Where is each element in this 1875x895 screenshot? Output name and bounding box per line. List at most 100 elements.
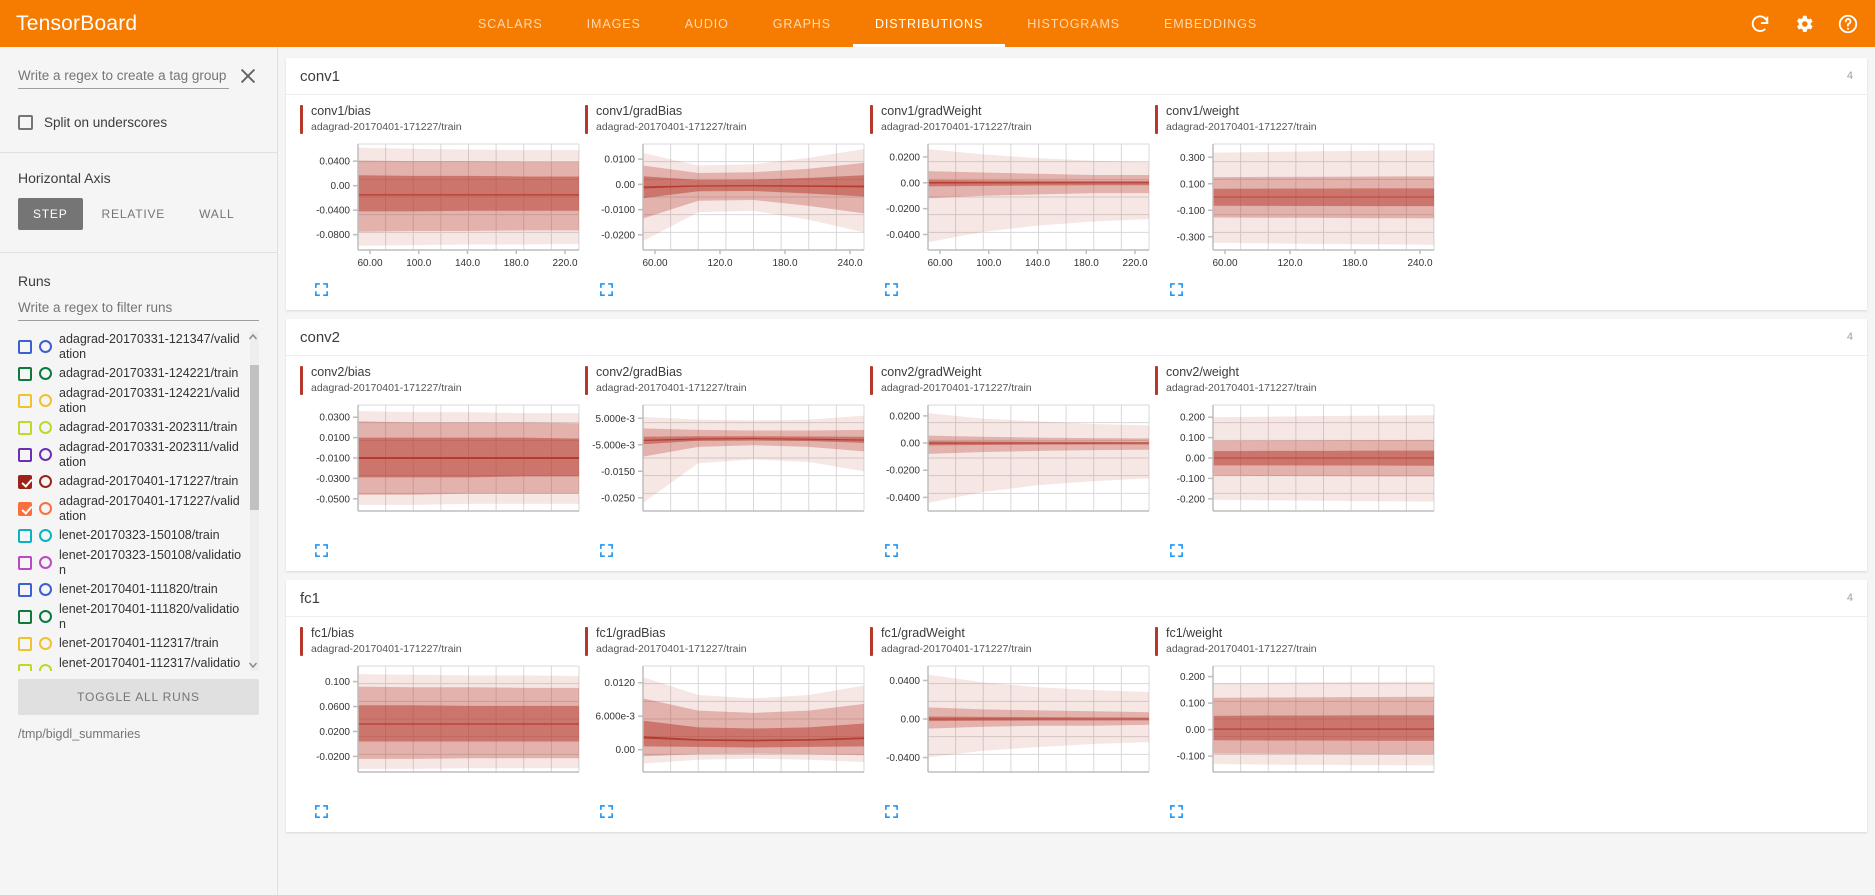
run-row[interactable]: lenet-20170401-111820/validation <box>18 601 245 632</box>
run-filter-regex-input[interactable] <box>18 298 259 321</box>
category-header[interactable]: fc1 4 <box>286 580 1867 617</box>
expand-icon[interactable] <box>884 543 899 558</box>
run-checkbox[interactable] <box>18 528 32 543</box>
run-color-bar <box>1155 627 1158 656</box>
chart-run-name: adagrad-20170401-171227/train <box>881 121 1032 133</box>
distribution-plot[interactable]: 0.0200 0.00 -0.0200 -0.0400 <box>870 399 1155 537</box>
chart-canvas[interactable]: 0.0400 0.00 -0.0400 <box>870 660 1155 798</box>
run-checkbox[interactable] <box>18 663 32 671</box>
run-checkbox[interactable] <box>18 447 32 462</box>
help-icon[interactable] <box>1837 13 1859 35</box>
run-row[interactable]: adagrad-20170331-202311/train <box>18 416 245 439</box>
run-checkbox[interactable] <box>18 582 32 597</box>
nav-tab-distributions[interactable]: DISTRIBUTIONS <box>852 0 1006 47</box>
chart-canvas[interactable]: 0.0300 0.0100 -0.0100 -0.0300 -0.0500 <box>300 399 585 537</box>
chart-card-footer <box>1155 282 1440 310</box>
run-checkbox[interactable] <box>18 420 32 435</box>
band-min-max <box>928 413 1149 503</box>
expand-icon[interactable] <box>314 282 329 297</box>
run-checkbox[interactable] <box>18 555 32 570</box>
distribution-plot[interactable]: 5.000e-3 -5.000e-3 -0.0150 -0.0250 <box>585 399 870 537</box>
nav-tab-histograms[interactable]: HISTOGRAMS <box>1027 16 1121 31</box>
expand-icon[interactable] <box>314 804 329 819</box>
run-checkbox[interactable] <box>18 393 32 408</box>
chart-canvas[interactable]: 0.0400 0.00 -0.0400 -0.0800 60.00 100.0 140.0 1… <box>300 138 585 276</box>
expand-icon[interactable] <box>314 543 329 558</box>
run-row[interactable]: adagrad-20170331-202311/validation <box>18 439 245 470</box>
nav-tab-scalars[interactable]: SCALARS <box>478 16 543 31</box>
chart-canvas[interactable]: 0.200 0.100 0.00 -0.100 -0.200 <box>1155 399 1440 537</box>
chart-card-header: conv1/gradWeight adagrad-20170401-171227/… <box>870 105 1155 134</box>
chart-card: conv1/weight adagrad-20170401-171227/trai… <box>1155 105 1440 310</box>
chart-canvas[interactable]: 0.0120 6.000e-3 0.00 <box>585 660 870 798</box>
distribution-plot[interactable]: 0.0400 0.00 -0.0400 -0.0800 60.00 100.0 140.0 1… <box>300 138 585 276</box>
x-tick-label: 220.0 <box>1122 258 1147 269</box>
run-checkbox[interactable] <box>18 501 32 516</box>
distribution-plot[interactable]: 0.100 0.0600 0.0200 -0.0200 <box>300 660 585 798</box>
run-checkbox[interactable] <box>18 474 32 489</box>
distribution-plot[interactable]: 0.200 0.100 0.00 -0.100 -0.200 <box>1155 399 1440 537</box>
refresh-icon[interactable] <box>1749 13 1771 35</box>
chevron-up-icon[interactable] <box>247 331 259 343</box>
axis-option-relative[interactable]: RELATIVE <box>87 198 181 230</box>
expand-icon[interactable] <box>599 543 614 558</box>
run-checkbox[interactable] <box>18 636 32 651</box>
run-color-bar <box>870 366 873 395</box>
distribution-plot[interactable]: 0.0200 0.00 -0.0200 -0.0400 60.00 100.0 140.0 1… <box>870 138 1155 276</box>
close-icon[interactable] <box>237 65 259 87</box>
nav-tab-embeddings[interactable]: EMBEDDINGS <box>1164 16 1258 31</box>
run-row[interactable]: adagrad-20170401-171227/validation <box>18 493 245 524</box>
expand-icon[interactable] <box>1169 282 1184 297</box>
distribution-plot[interactable]: 0.0120 6.000e-3 0.00 <box>585 660 870 798</box>
run-row[interactable]: lenet-20170323-150108/train <box>18 524 245 547</box>
nav-tab-images[interactable]: IMAGES <box>586 16 641 31</box>
axis-option-step[interactable]: STEP <box>18 198 83 230</box>
chart-run-name: adagrad-20170401-171227/train <box>596 643 747 655</box>
split-on-underscores-row[interactable]: Split on underscores <box>18 115 259 130</box>
chart-canvas[interactable]: 0.100 0.0600 0.0200 -0.0200 <box>300 660 585 798</box>
run-checkbox[interactable] <box>18 339 32 354</box>
chart-canvas[interactable]: 5.000e-3 -5.000e-3 -0.0150 -0.0250 <box>585 399 870 537</box>
runs-scrollbar[interactable] <box>247 331 259 671</box>
run-row[interactable]: lenet-20170401-111820/train <box>18 578 245 601</box>
expand-icon[interactable] <box>884 804 899 819</box>
expand-icon[interactable] <box>1169 543 1184 558</box>
chart-canvas[interactable]: 0.0100 0.00 -0.0100 -0.0200 60.00 120.0 180.0 2… <box>585 138 870 276</box>
run-checkbox[interactable] <box>18 366 32 381</box>
expand-icon[interactable] <box>884 282 899 297</box>
chart-card-footer <box>585 282 870 310</box>
nav-tab-graphs[interactable]: GRAPHS <box>772 16 831 31</box>
distribution-plot[interactable]: 0.300 0.100 -0.100 -0.300 60.00 120.0 180.0 240… <box>1155 138 1440 276</box>
axis-option-wall[interactable]: WALL <box>184 198 249 230</box>
run-row[interactable]: adagrad-20170401-171227/train <box>18 470 245 493</box>
expand-icon[interactable] <box>1169 804 1184 819</box>
chart-card-footer <box>1155 804 1440 832</box>
run-row[interactable]: lenet-20170323-150108/validation <box>18 547 245 578</box>
run-row[interactable]: adagrad-20170331-124221/validation <box>18 385 245 416</box>
band-median <box>1213 728 1434 730</box>
chevron-down-icon[interactable] <box>247 659 259 671</box>
chart-canvas[interactable]: 0.300 0.100 -0.100 -0.300 60.00 120.0 180.0 240… <box>1155 138 1440 276</box>
distribution-plot[interactable]: 0.0300 0.0100 -0.0100 -0.0300 -0.0500 <box>300 399 585 537</box>
toggle-all-runs-button[interactable]: TOGGLE ALL RUNS <box>18 679 259 715</box>
distribution-plot[interactable]: 0.0100 0.00 -0.0100 -0.0200 60.00 120.0 180.0 2… <box>585 138 870 276</box>
chart-canvas[interactable]: 0.0200 0.00 -0.0200 -0.0400 <box>870 399 1155 537</box>
run-row[interactable]: lenet-20170401-112317/validation <box>18 655 245 671</box>
distribution-plot[interactable]: 0.200 0.100 0.00 -0.100 <box>1155 660 1440 798</box>
gear-icon[interactable] <box>1793 13 1815 35</box>
split-on-underscores-checkbox[interactable] <box>18 115 33 130</box>
expand-icon[interactable] <box>599 804 614 819</box>
run-row[interactable]: adagrad-20170331-121347/validation <box>18 331 245 362</box>
category-header[interactable]: conv1 4 <box>286 58 1867 95</box>
chart-canvas[interactable]: 0.0200 0.00 -0.0200 -0.0400 60.00 100.0 140.0 1… <box>870 138 1155 276</box>
distribution-plot[interactable]: 0.0400 0.00 -0.0400 <box>870 660 1155 798</box>
nav-tab-audio[interactable]: AUDIO <box>684 16 729 31</box>
tag-group-regex-input[interactable] <box>18 66 229 89</box>
expand-icon[interactable] <box>599 282 614 297</box>
run-row[interactable]: adagrad-20170331-124221/train <box>18 362 245 385</box>
run-checkbox[interactable] <box>18 609 32 624</box>
category-header[interactable]: conv2 4 <box>286 319 1867 356</box>
chart-canvas[interactable]: 0.200 0.100 0.00 -0.100 <box>1155 660 1440 798</box>
runs-scrollbar-thumb[interactable] <box>250 365 259 510</box>
run-row[interactable]: lenet-20170401-112317/train <box>18 632 245 655</box>
